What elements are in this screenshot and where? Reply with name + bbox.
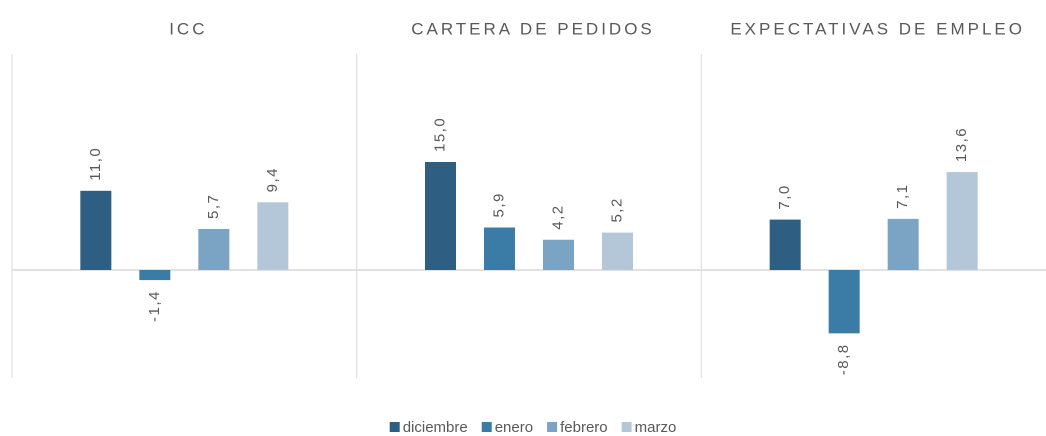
value-label: 15,0: [431, 117, 448, 152]
value-label: 13,6: [953, 127, 970, 162]
bar: [769, 219, 801, 270]
value-label: 5,9: [490, 192, 507, 217]
value-label: -8,8: [835, 343, 852, 375]
bar: [139, 270, 171, 281]
bar: [946, 172, 978, 270]
value-label: 7,1: [894, 184, 911, 209]
bar: [484, 227, 515, 270]
bar: [887, 218, 919, 270]
legend-label: febrero: [560, 419, 608, 436]
legend-label: enero: [495, 419, 533, 436]
bar: [198, 228, 230, 270]
legend-label: marzo: [635, 419, 677, 436]
legend-swatch: [621, 422, 632, 432]
legend-swatch: [547, 422, 558, 432]
value-label: 5,7: [205, 194, 222, 219]
value-label: 7,0: [776, 184, 793, 209]
legend-label: diciembre: [403, 419, 468, 436]
value-label: 9,4: [264, 167, 281, 192]
bar: [80, 190, 112, 270]
value-label: 5,2: [608, 197, 625, 222]
bar: [828, 270, 860, 334]
bar: [425, 162, 456, 270]
bar: [257, 202, 289, 270]
legend: diciembre enero febrero marzo: [389, 419, 677, 436]
bar: [543, 239, 574, 270]
legend-swatch: [481, 422, 492, 432]
bar: [602, 232, 633, 270]
category-title: CARTERA DE PEDIDOS: [411, 19, 655, 38]
value-label: 4,2: [549, 204, 566, 229]
value-label: 11,0: [87, 147, 104, 181]
value-label: -1,4: [146, 290, 163, 322]
category-title: EXPECTATIVAS DE EMPLEO: [730, 19, 1025, 38]
legend-swatch: [389, 422, 400, 432]
category-title: ICC: [169, 19, 207, 38]
